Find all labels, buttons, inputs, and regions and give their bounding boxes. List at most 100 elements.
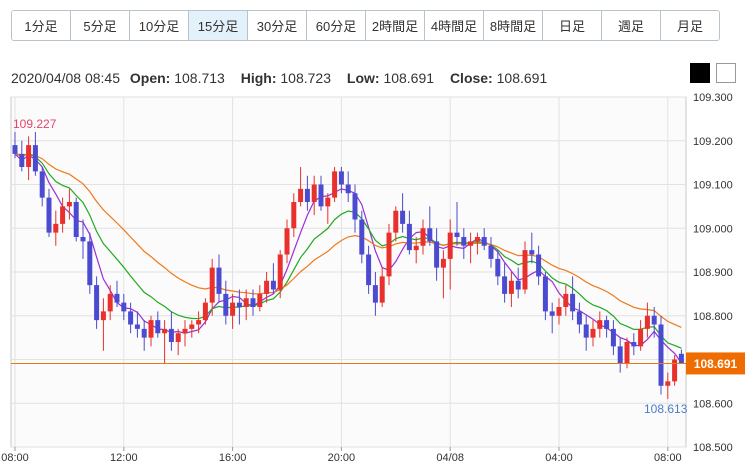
x-tick-label: 04:00 <box>545 452 573 464</box>
candle-body <box>128 311 134 325</box>
candle-body <box>39 171 45 198</box>
candle-body <box>590 328 596 338</box>
ohlc-datetime: 2020/04/08 08:45 <box>11 70 120 86</box>
current-price-tag <box>686 352 745 375</box>
candle-body <box>372 285 378 303</box>
candle-body <box>100 311 106 321</box>
candle-body <box>209 267 215 303</box>
candle-body <box>672 359 678 382</box>
candle-body <box>277 254 283 290</box>
candle-body <box>175 333 181 342</box>
candle-body <box>522 250 528 290</box>
candle-body <box>678 353 684 364</box>
candle-body <box>488 245 494 259</box>
candle-body <box>12 145 18 154</box>
low-marker-label: 108.613 <box>644 402 688 416</box>
candle-body <box>461 237 467 246</box>
candle-body <box>345 184 351 194</box>
candle-body <box>53 223 59 233</box>
candle-body <box>379 276 385 303</box>
y-tick-label: 109.200 <box>693 136 733 148</box>
candle-body <box>236 302 242 307</box>
tab-6[interactable]: 2時間足 <box>366 11 425 40</box>
candle-body <box>631 342 637 347</box>
candle-body <box>230 302 236 316</box>
light-theme-button[interactable] <box>716 63 736 83</box>
tab-4[interactable]: 30分足 <box>248 11 307 40</box>
candle-body <box>264 280 270 294</box>
candle-body <box>604 320 610 329</box>
candle-body <box>325 197 331 207</box>
tab-0[interactable]: 1分足 <box>12 11 71 40</box>
candle-body <box>420 228 426 246</box>
candle-body <box>447 232 453 259</box>
x-tick-label: 20:00 <box>328 452 356 464</box>
candle-body <box>474 237 480 242</box>
candle-body <box>60 206 66 224</box>
candle-body <box>87 241 93 286</box>
candle-body <box>148 320 154 338</box>
candle-body <box>515 280 521 290</box>
current-price-value: 108.691 <box>694 357 738 371</box>
candle-body <box>638 328 644 347</box>
candle-body <box>32 145 38 172</box>
candle-body <box>386 232 392 277</box>
y-tick-label: 109.000 <box>693 223 733 235</box>
candle-body <box>182 328 188 334</box>
x-tick-label: 08:00 <box>1 452 29 464</box>
candle-body <box>393 210 399 233</box>
candle-body <box>46 197 52 233</box>
tab-9[interactable]: 日足 <box>543 11 602 40</box>
timeframe-tabs: 1分足 5分足 10分足 15分足 30分足 60分足 2時間足 4時間足 8時間足 日足 週足 月足 <box>11 10 720 41</box>
candle-body <box>202 302 208 321</box>
ma-long-line <box>14 153 682 328</box>
candle-body <box>508 280 514 294</box>
tab-10[interactable]: 週足 <box>602 11 661 40</box>
candle-body <box>481 237 487 246</box>
ma-mid-line <box>14 153 682 349</box>
tab-1[interactable]: 5分足 <box>71 11 130 40</box>
x-tick-label: 12:00 <box>110 452 138 464</box>
candle-body <box>468 241 474 246</box>
candle-body <box>658 324 664 386</box>
tab-2[interactable]: 10分足 <box>130 11 189 40</box>
high-label: High: <box>240 70 277 86</box>
candle-body <box>563 293 569 307</box>
candle-body <box>440 258 446 268</box>
candle-body <box>359 219 365 255</box>
candle-body <box>556 307 562 316</box>
candle-body <box>291 202 297 229</box>
y-tick-label: 108.900 <box>693 267 733 279</box>
candle-body <box>19 153 25 167</box>
tab-11[interactable]: 月足 <box>661 11 719 40</box>
dark-theme-button[interactable] <box>690 63 710 83</box>
open-label: Open: <box>129 70 171 86</box>
close-label: Close: <box>449 70 493 86</box>
candle-body <box>624 342 630 364</box>
candle-body <box>73 202 79 237</box>
ohlc-info: 2020/04/08 08:45 Open: 108.713 High: 108… <box>11 70 559 86</box>
candle-body <box>366 254 372 286</box>
tab-3[interactable]: 15分足 <box>189 11 248 40</box>
candle-body <box>121 302 127 312</box>
candle-body <box>610 328 616 347</box>
candle-body <box>298 188 304 202</box>
tab-8[interactable]: 8時間足 <box>484 11 543 40</box>
x-tick-label: 04/08 <box>436 452 464 464</box>
tab-5[interactable]: 60分足 <box>307 11 366 40</box>
candle-body <box>311 184 317 202</box>
candle-body <box>651 315 657 325</box>
candle-body <box>94 285 100 321</box>
candle-body <box>26 145 32 167</box>
tab-7[interactable]: 4時間足 <box>425 11 484 40</box>
low-label: Low: <box>346 70 380 86</box>
candle-body <box>617 346 623 364</box>
candle-body <box>536 254 542 277</box>
candle-body <box>168 328 174 342</box>
candle-body <box>597 320 603 329</box>
candle-body <box>162 328 168 334</box>
low-value: 108.691 <box>383 70 435 86</box>
candle-body <box>570 293 576 312</box>
close-value: 108.691 <box>496 70 548 86</box>
x-tick-label: 08:00 <box>654 452 682 464</box>
